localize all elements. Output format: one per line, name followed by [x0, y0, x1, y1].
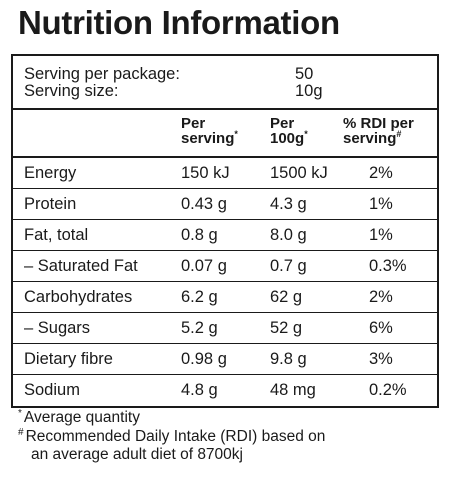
table-row-protein: Protein 0.43 g 4.3 g 1% — [13, 189, 437, 220]
rdi-value: 0.2% — [369, 381, 407, 399]
per-100g-value: 4.3 g — [270, 195, 307, 213]
per-serving-value: 6.2 g — [181, 288, 218, 306]
header-divider — [13, 156, 437, 158]
nutrient-name: – Sugars — [24, 319, 91, 337]
footnote-rdi-line2: an average adult diet of 8700kj — [31, 446, 243, 463]
table-row-energy: Energy 150 kJ 1500 kJ 2% — [13, 158, 437, 189]
rdi-value: 6% — [369, 319, 393, 337]
per-serving-value: 0.98 g — [181, 350, 227, 368]
column-header-per-100g-line2: 100g — [270, 130, 305, 147]
nutrient-name: Dietary fibre — [24, 350, 113, 368]
column-header-per-100g: Per 100g* — [270, 116, 308, 146]
column-header-rdi-line2: serving — [343, 130, 397, 147]
column-header-per-serving: Per serving* — [181, 116, 238, 146]
per-100g-value: 48 mg — [270, 381, 316, 399]
footnote-rdi-text-line1: Recommended Daily Intake (RDI) based on — [25, 428, 326, 445]
column-header-per-serving-line1: Per — [181, 115, 206, 132]
per-serving-value: 0.8 g — [181, 226, 218, 244]
table-row-saturated-fat: – Saturated Fat 0.07 g 0.7 g 0.3% — [13, 251, 437, 282]
rdi-value: 1% — [369, 195, 393, 213]
average-marker: * — [304, 129, 308, 139]
nutrient-name: Sodium — [24, 381, 80, 399]
per-serving-value: 5.2 g — [181, 319, 218, 337]
nutrition-table: Serving per package: 50 Serving size: 10… — [11, 54, 439, 408]
row-divider — [13, 343, 437, 344]
serving-size-value: 10g — [295, 82, 323, 100]
row-divider — [13, 312, 437, 313]
footnote-average: * Average quantity — [18, 407, 140, 426]
serving-per-package-value: 50 — [295, 65, 314, 83]
divider — [13, 108, 437, 110]
per-serving-value: 4.8 g — [181, 381, 218, 399]
per-100g-value: 52 g — [270, 319, 303, 337]
table-row-sodium: Sodium 4.8 g 48 mg 0.2% — [13, 375, 437, 406]
per-100g-value: 8.0 g — [270, 226, 307, 244]
row-divider — [13, 250, 437, 251]
rdi-value: 2% — [369, 288, 393, 306]
per-serving-value: 0.43 g — [181, 195, 227, 213]
rdi-marker: # — [18, 426, 24, 438]
per-serving-value: 150 kJ — [181, 164, 230, 182]
rdi-value: 1% — [369, 226, 393, 244]
serving-per-package-label: Serving per package: — [24, 65, 180, 83]
nutrient-name: Fat, total — [24, 226, 89, 244]
rdi-value: 0.3% — [369, 257, 407, 275]
footnote-average-text: Average quantity — [23, 409, 140, 426]
table-row-sugars: – Sugars 5.2 g 52 g 6% — [13, 313, 437, 344]
rdi-marker: # — [396, 129, 402, 139]
per-100g-value: 1500 kJ — [270, 164, 328, 182]
column-header-rdi: % RDI per serving# — [343, 116, 414, 146]
table-row-carbohydrates: Carbohydrates 6.2 g 62 g 2% — [13, 282, 437, 313]
average-marker: * — [18, 407, 22, 419]
per-serving-value: 0.07 g — [181, 257, 227, 275]
column-header-per-100g-line1: Per — [270, 115, 295, 132]
page-title: Nutrition Information — [18, 4, 340, 41]
nutrient-name: – Saturated Fat — [24, 257, 138, 275]
row-divider — [13, 281, 437, 282]
column-header-rdi-line1: % RDI per — [343, 115, 414, 132]
per-100g-value: 0.7 g — [270, 257, 307, 275]
table-row-fat-total: Fat, total 0.8 g 8.0 g 1% — [13, 220, 437, 251]
serving-size-label: Serving size: — [24, 82, 119, 100]
row-divider — [13, 374, 437, 375]
row-divider — [13, 219, 437, 220]
nutrient-name: Protein — [24, 195, 77, 213]
nutrient-name: Carbohydrates — [24, 288, 133, 306]
table-row-dietary-fibre: Dietary fibre 0.98 g 9.8 g 3% — [13, 344, 437, 375]
per-100g-value: 62 g — [270, 288, 303, 306]
column-header-per-serving-line2: serving — [181, 130, 235, 147]
rdi-value: 3% — [369, 350, 393, 368]
rdi-value: 2% — [369, 164, 393, 182]
nutrient-name: Energy — [24, 164, 77, 182]
per-100g-value: 9.8 g — [270, 350, 307, 368]
average-marker: * — [234, 129, 238, 139]
row-divider — [13, 188, 437, 189]
footnote-rdi: # Recommended Daily Intake (RDI) based on — [18, 426, 326, 445]
